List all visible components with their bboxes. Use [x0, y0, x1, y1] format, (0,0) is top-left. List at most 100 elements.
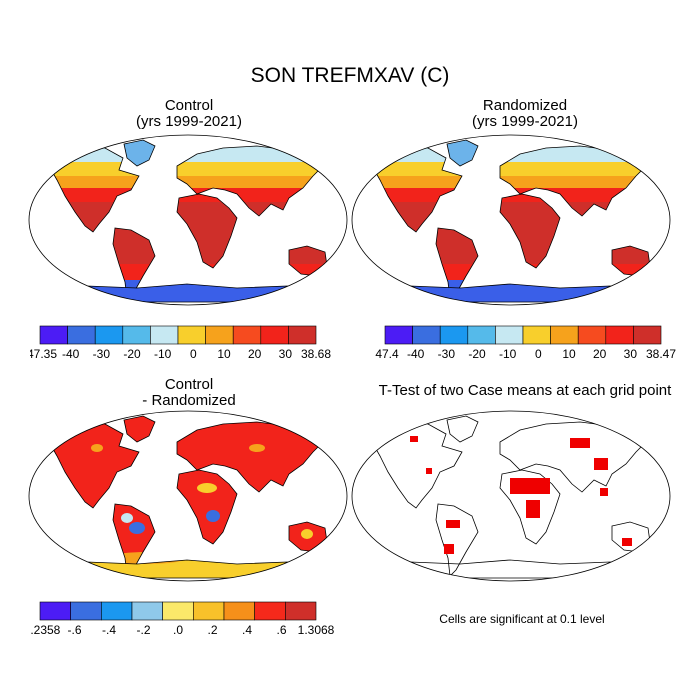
colorbar-cell: [633, 325, 662, 345]
significant-cell: [410, 436, 418, 442]
colorbar-cell: [522, 325, 551, 345]
colorbar-cell: [285, 601, 317, 621]
colorbar-label: -47.4: [375, 347, 399, 361]
colorbar-cell: [67, 325, 96, 345]
colorbar-cell: [205, 325, 234, 345]
colorbar-control: -47.35 -40 -30 -20 -10 0 10 20 30 38.68: [30, 325, 331, 361]
panel-title-line2: - Randomized: [142, 392, 236, 409]
outline-antarctica: [363, 559, 659, 579]
colorbar-label: -20: [468, 347, 486, 361]
significant-cell: [390, 572, 410, 576]
panel-title-line1: Randomized: [482, 97, 568, 114]
colorbar-cell: [193, 601, 225, 621]
colorbar-cell: [605, 325, 634, 345]
colorbar-label: -40: [62, 347, 80, 361]
colorbar-cell: [577, 325, 607, 345]
colorbar-cell: [467, 325, 496, 345]
colorbar-label: .6: [276, 623, 286, 637]
panel-title-line2: (yrs 1999-2021): [136, 113, 242, 130]
colorbar-label: 10: [217, 347, 231, 361]
panel-title-control: Control (yrs 1999-2021): [64, 98, 314, 130]
colorbar-label: -40: [407, 347, 425, 361]
colorbar-cell: [177, 325, 206, 345]
colorbar-cell: [162, 601, 194, 621]
significant-cell: [634, 568, 648, 572]
map-border: [28, 410, 348, 582]
colorbar-cell: [39, 325, 68, 345]
map-border: [351, 410, 671, 582]
map-border: [351, 134, 671, 306]
map-ttest: [351, 410, 671, 582]
outline-namerica: [371, 421, 463, 509]
colorbar-cell: [439, 325, 469, 345]
colorbar-cell: [150, 325, 179, 345]
colorbar-label: 20: [593, 347, 607, 361]
outline-eurasia: [499, 421, 649, 493]
significant-cell: [594, 458, 608, 470]
land-greenland: [124, 140, 155, 166]
map-randomized: [351, 134, 671, 306]
panel-title-difference: Control - Randomized: [64, 377, 314, 409]
significant-cell: [600, 488, 608, 496]
map-control: [28, 134, 348, 306]
significant-cell: [446, 520, 460, 528]
colorbar-label: -30: [438, 347, 456, 361]
colorbar-label: -10: [499, 347, 517, 361]
colorbar-label: 10: [562, 347, 576, 361]
colorbar-cell: [412, 325, 441, 345]
colorbar-label: -47.35: [30, 347, 57, 361]
colorbar-cell: [495, 325, 524, 345]
colorbar-label: 20: [248, 347, 262, 361]
panel-title-randomized: Randomized (yrs 1999-2021): [400, 98, 650, 130]
colorbar-cell: [122, 325, 151, 345]
colorbar-cell: [131, 601, 163, 621]
colorbar-label: 1.3068: [298, 623, 335, 637]
colorbar-label: .2: [207, 623, 217, 637]
significant-cell: [426, 468, 432, 474]
colorbar-cell: [384, 325, 413, 345]
colorbar-label: 38.68: [301, 347, 331, 361]
colorbar-difference: -1.2358 -.6 -.4 -.2 .0 .2 .4 .6 1.3068: [30, 601, 335, 637]
significant-cell: [444, 544, 454, 554]
significant-cell: [570, 438, 590, 448]
ocean-background: [352, 411, 670, 581]
colorbar-cell: [70, 601, 102, 621]
significant-cell: [510, 478, 550, 494]
colorbar-cell: [94, 325, 124, 345]
significant-cell: [526, 500, 540, 518]
colorbar-label: -.6: [67, 623, 81, 637]
colorbar-cell: [232, 325, 262, 345]
colorbar-cell: [254, 601, 286, 621]
significant-cell: [622, 538, 632, 546]
colorbar-label: -20: [123, 347, 141, 361]
colorbar-cell: [260, 325, 289, 345]
colorbar-label: -.2: [136, 623, 150, 637]
panel-title-ttest: T-Test of two Case means at each grid po…: [378, 382, 672, 399]
colorbar-label: -1.2358: [30, 623, 61, 637]
panel-title-line1: Control: [164, 97, 214, 114]
colorbar-randomized: -47.4 -40 -30 -20 -10 0 10 20 30 38.47: [375, 325, 676, 361]
panel-title-line2: (yrs 1999-2021): [472, 113, 578, 130]
colorbar-cell: [39, 601, 71, 621]
colorbar-cell: [223, 601, 255, 621]
colorbar-cell: [288, 325, 317, 345]
colorbar-label: .0: [173, 623, 183, 637]
map-difference: [28, 410, 348, 582]
colorbar-label: 30: [624, 347, 638, 361]
panel-title-line1: Control: [164, 376, 214, 393]
outline-samerica: [435, 503, 479, 577]
colorbar-label: .4: [242, 623, 252, 637]
colorbar-cell: [550, 325, 579, 345]
map-border: [28, 134, 348, 306]
colorbar-label: -30: [93, 347, 111, 361]
figure-title: SON TREFMXAV (C): [250, 64, 450, 87]
outline-africa: [499, 469, 561, 545]
outline-greenland: [446, 415, 479, 443]
colorbar-label: 0: [190, 347, 197, 361]
colorbar-label: 0: [535, 347, 542, 361]
colorbar-label: 30: [279, 347, 293, 361]
colorbar-label: -10: [154, 347, 172, 361]
colorbar-label: -.4: [102, 623, 116, 637]
colorbar-label: 38.47: [646, 347, 676, 361]
colorbar-cell: [101, 601, 133, 621]
